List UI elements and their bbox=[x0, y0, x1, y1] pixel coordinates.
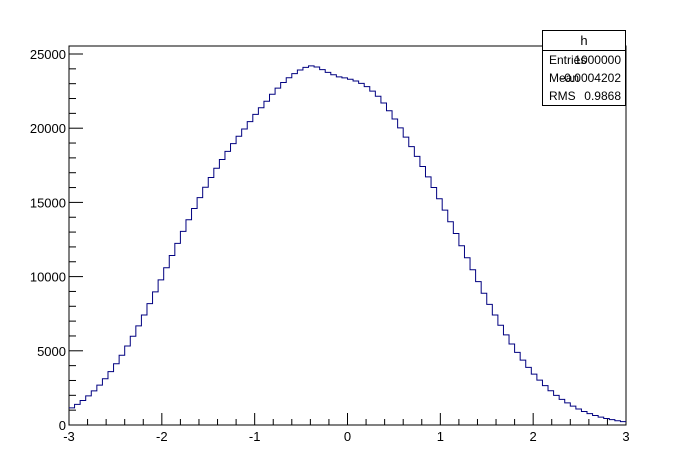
stats-value: -0.0004202 bbox=[560, 71, 621, 85]
x-tick-label: -3 bbox=[63, 429, 75, 444]
y-tick-label: 0 bbox=[59, 418, 66, 433]
x-tick-label: 0 bbox=[344, 429, 351, 444]
x-tick-label: 1 bbox=[437, 429, 444, 444]
stats-value: 1000000 bbox=[574, 53, 621, 67]
stats-key: Mean bbox=[549, 71, 580, 85]
x-tick-label: -2 bbox=[156, 429, 168, 444]
y-tick-label: 5000 bbox=[37, 344, 66, 359]
stats-value: 0.9868 bbox=[584, 89, 621, 103]
stats-key: Entries bbox=[549, 53, 587, 67]
histogram-line bbox=[69, 65, 626, 423]
y-tick-label: 15000 bbox=[30, 195, 66, 210]
x-tick-label: -1 bbox=[249, 429, 261, 444]
stats-row-mean: Mean -0.0004202 bbox=[543, 69, 625, 87]
stats-box: h Entries 1000000 Mean -0.0004202 RMS 0.… bbox=[542, 30, 626, 106]
x-tick-label: 2 bbox=[530, 429, 537, 444]
axis-ticks bbox=[68, 53, 627, 426]
tick-labels: -3 -2 -1 0 1 2 3 0 5000 10000 15000 20000 25000 bbox=[30, 47, 630, 444]
x-tick-label: 3 bbox=[622, 429, 629, 444]
y-tick-label: 10000 bbox=[30, 270, 66, 285]
y-tick-label: 25000 bbox=[30, 47, 66, 62]
stats-title: h bbox=[543, 31, 625, 51]
stats-row-entries: Entries 1000000 bbox=[543, 51, 625, 69]
stats-key: RMS bbox=[549, 89, 576, 103]
stats-row-rms: RMS 0.9868 bbox=[543, 87, 625, 105]
y-tick-label: 20000 bbox=[30, 121, 66, 136]
